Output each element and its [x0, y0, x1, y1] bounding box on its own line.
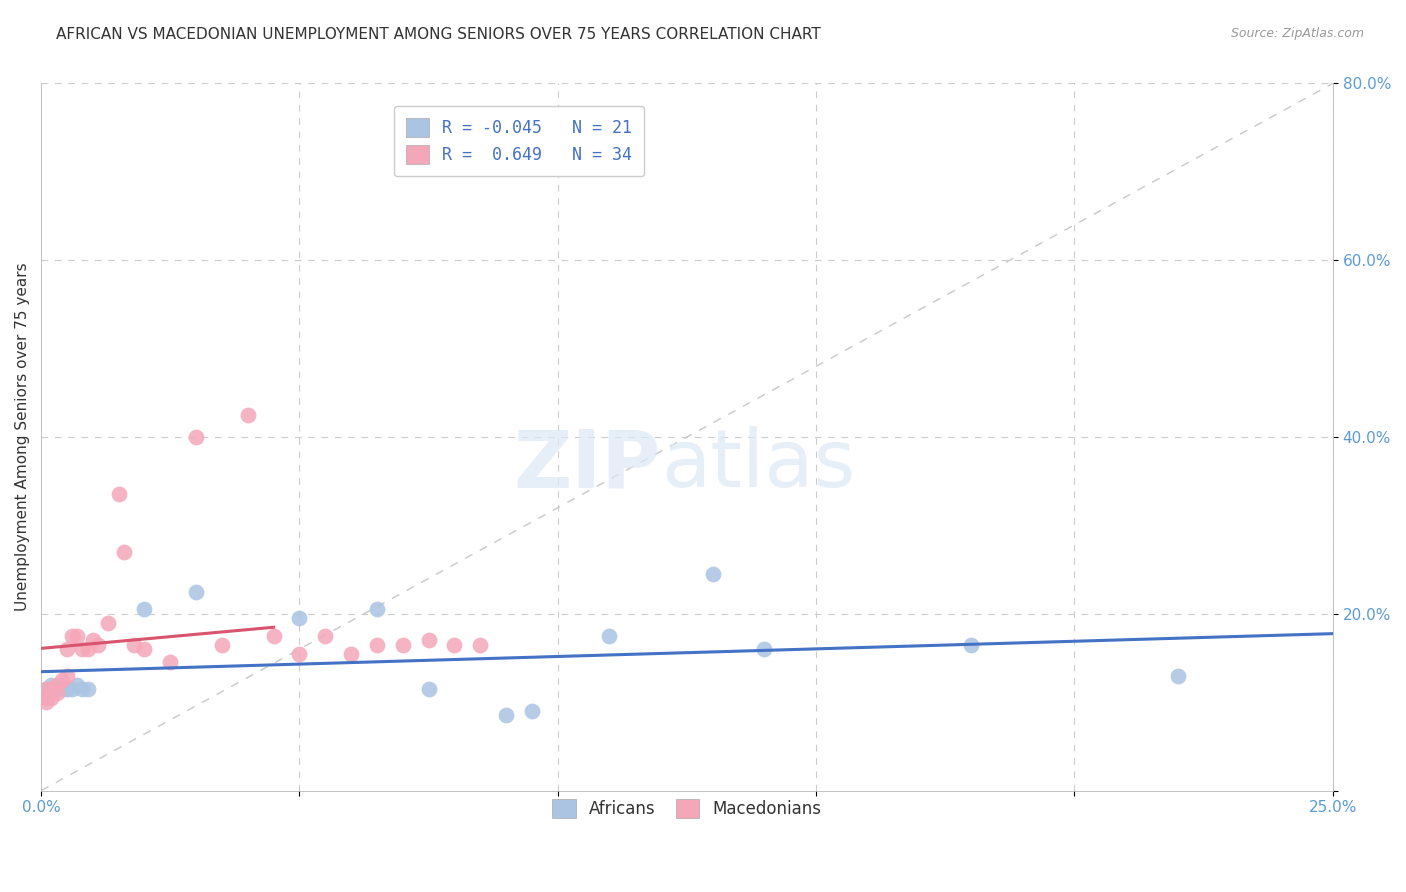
Point: [418, 681, 440, 696]
Point: [960, 638, 983, 652]
Point: [314, 629, 336, 643]
Point: [66, 629, 89, 643]
Point: [495, 708, 517, 723]
Point: [1167, 668, 1189, 682]
Point: [112, 545, 135, 559]
Point: [41, 681, 63, 696]
Point: [211, 638, 233, 652]
Point: [754, 642, 776, 657]
Point: [159, 656, 181, 670]
Point: [702, 567, 724, 582]
Point: [598, 629, 620, 643]
Point: [72, 681, 94, 696]
Point: [35, 690, 58, 705]
Point: [366, 602, 388, 616]
Point: [51, 681, 73, 696]
Point: [56, 642, 79, 657]
Point: [134, 602, 156, 616]
Point: [72, 642, 94, 657]
Point: [41, 677, 63, 691]
Point: [366, 638, 388, 652]
Point: [35, 681, 58, 696]
Point: [520, 704, 543, 718]
Point: [56, 681, 79, 696]
Point: [45, 677, 67, 691]
Point: [41, 690, 63, 705]
Point: [82, 633, 104, 648]
Point: [263, 629, 285, 643]
Point: [107, 487, 129, 501]
Point: [470, 638, 492, 652]
Point: [391, 638, 413, 652]
Point: [45, 686, 67, 700]
Point: [184, 584, 207, 599]
Point: [76, 681, 98, 696]
Point: [76, 642, 98, 657]
Point: [134, 642, 156, 657]
Point: [35, 695, 58, 709]
Point: [45, 681, 67, 696]
Point: [184, 430, 207, 444]
Point: [87, 638, 110, 652]
Point: [122, 638, 145, 652]
Point: [288, 611, 311, 625]
Point: [418, 633, 440, 648]
Text: Source: ZipAtlas.com: Source: ZipAtlas.com: [1230, 27, 1364, 40]
Point: [60, 629, 83, 643]
Point: [51, 673, 73, 687]
Point: [66, 677, 89, 691]
Legend: Africans, Macedonians: Africans, Macedonians: [546, 792, 828, 825]
Text: ZIP: ZIP: [513, 426, 661, 504]
Point: [97, 615, 120, 630]
Point: [288, 647, 311, 661]
Text: atlas: atlas: [661, 426, 855, 504]
Point: [60, 681, 83, 696]
Point: [340, 647, 363, 661]
Point: [56, 668, 79, 682]
Y-axis label: Unemployment Among Seniors over 75 years: Unemployment Among Seniors over 75 years: [15, 263, 30, 611]
Text: AFRICAN VS MACEDONIAN UNEMPLOYMENT AMONG SENIORS OVER 75 YEARS CORRELATION CHART: AFRICAN VS MACEDONIAN UNEMPLOYMENT AMONG…: [56, 27, 821, 42]
Point: [35, 681, 58, 696]
Point: [236, 408, 259, 422]
Point: [443, 638, 465, 652]
